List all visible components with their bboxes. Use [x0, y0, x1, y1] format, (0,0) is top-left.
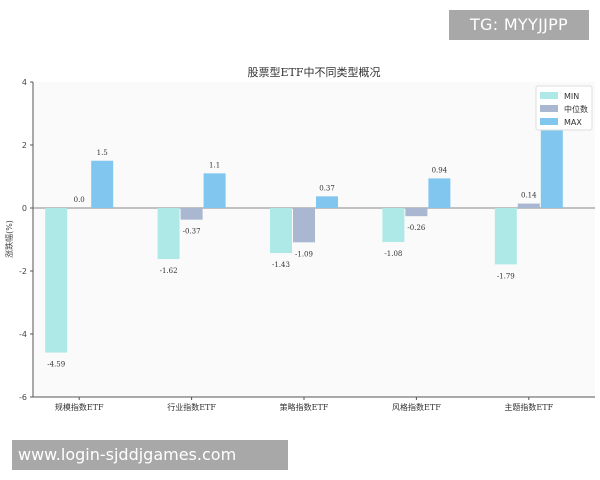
legend-swatch: [540, 118, 558, 125]
bar-MIN-3: [382, 208, 405, 243]
bar-value-label: -1.62: [160, 267, 178, 275]
bar-value-label: -0.37: [183, 228, 201, 236]
y-tick-label: -6: [19, 393, 27, 402]
bar-MAX-1: [203, 173, 226, 208]
bar-value-label: -0.26: [407, 224, 425, 232]
y-axis-label: 涨跌幅(%): [4, 220, 14, 258]
category-label: 行业指数ETF: [167, 402, 216, 412]
legend-swatch: [540, 92, 558, 99]
bar-value-label: -1.43: [272, 261, 290, 269]
legend-label: 中位数: [564, 104, 588, 114]
y-tick-label: -4: [19, 330, 27, 339]
bar-MAX-4: [540, 126, 563, 208]
category-label: 策略指数ETF: [280, 402, 329, 412]
y-tick-label: -2: [19, 267, 27, 276]
bar-value-label: -4.59: [47, 361, 65, 369]
bar-value-label: 0.94: [432, 166, 448, 174]
legend-label: MAX: [564, 118, 582, 127]
bar-中位数-2: [293, 208, 315, 243]
watermark-url: www.login-sjddjgames.com: [12, 440, 288, 470]
bar-MAX-2: [316, 196, 338, 208]
bars-layer: [45, 126, 563, 353]
bar-MIN-0: [45, 208, 68, 353]
category-labels-layer: 规模指数ETF 行业指数ETF 策略指数ETF 风格指数ETF 主题指数ETF: [55, 402, 554, 412]
bar-MIN-2: [270, 208, 292, 254]
bar-value-label: 0.14: [521, 192, 537, 200]
legend-label: MIN: [564, 92, 579, 101]
bar-value-label: -1.09: [295, 250, 313, 258]
bar-value-label: 0.0: [74, 196, 85, 204]
bar-中位数-4: [517, 203, 540, 208]
y-tick-label: 0: [22, 204, 27, 213]
bar-value-label: -1.08: [384, 250, 402, 258]
bar-MIN-1: [157, 208, 180, 260]
legend-swatch: [540, 105, 558, 112]
bar-中位数-3: [405, 208, 428, 217]
category-label: 规模指数ETF: [55, 402, 104, 412]
category-label: 主题指数ETF: [504, 402, 553, 412]
bar-MIN-4: [494, 208, 517, 265]
bar-MAX-0: [91, 160, 114, 208]
bar-value-label: 0.37: [319, 184, 335, 192]
category-label: 风格指数ETF: [392, 402, 441, 412]
bar-value-label: -1.79: [497, 272, 515, 280]
bar-MAX-3: [428, 178, 451, 208]
bar-value-label: 1.5: [97, 149, 108, 157]
chart-title: 股票型ETF中不同类型概况: [248, 65, 381, 79]
bar-value-label: 1.1: [209, 161, 220, 169]
bar-labels-layer: -4.59 0.0 1.5 -1.62 -0.37 1.1 -1.43 -1.09 0.37 -1…: [47, 149, 537, 369]
watermark-tag: TG: MYYJJPP: [449, 10, 589, 40]
legend: MIN 中位数 MAX: [535, 85, 593, 131]
y-tick-label: 4: [22, 78, 27, 87]
bar-中位数-1: [180, 208, 203, 220]
y-tick-label: 2: [22, 141, 27, 150]
